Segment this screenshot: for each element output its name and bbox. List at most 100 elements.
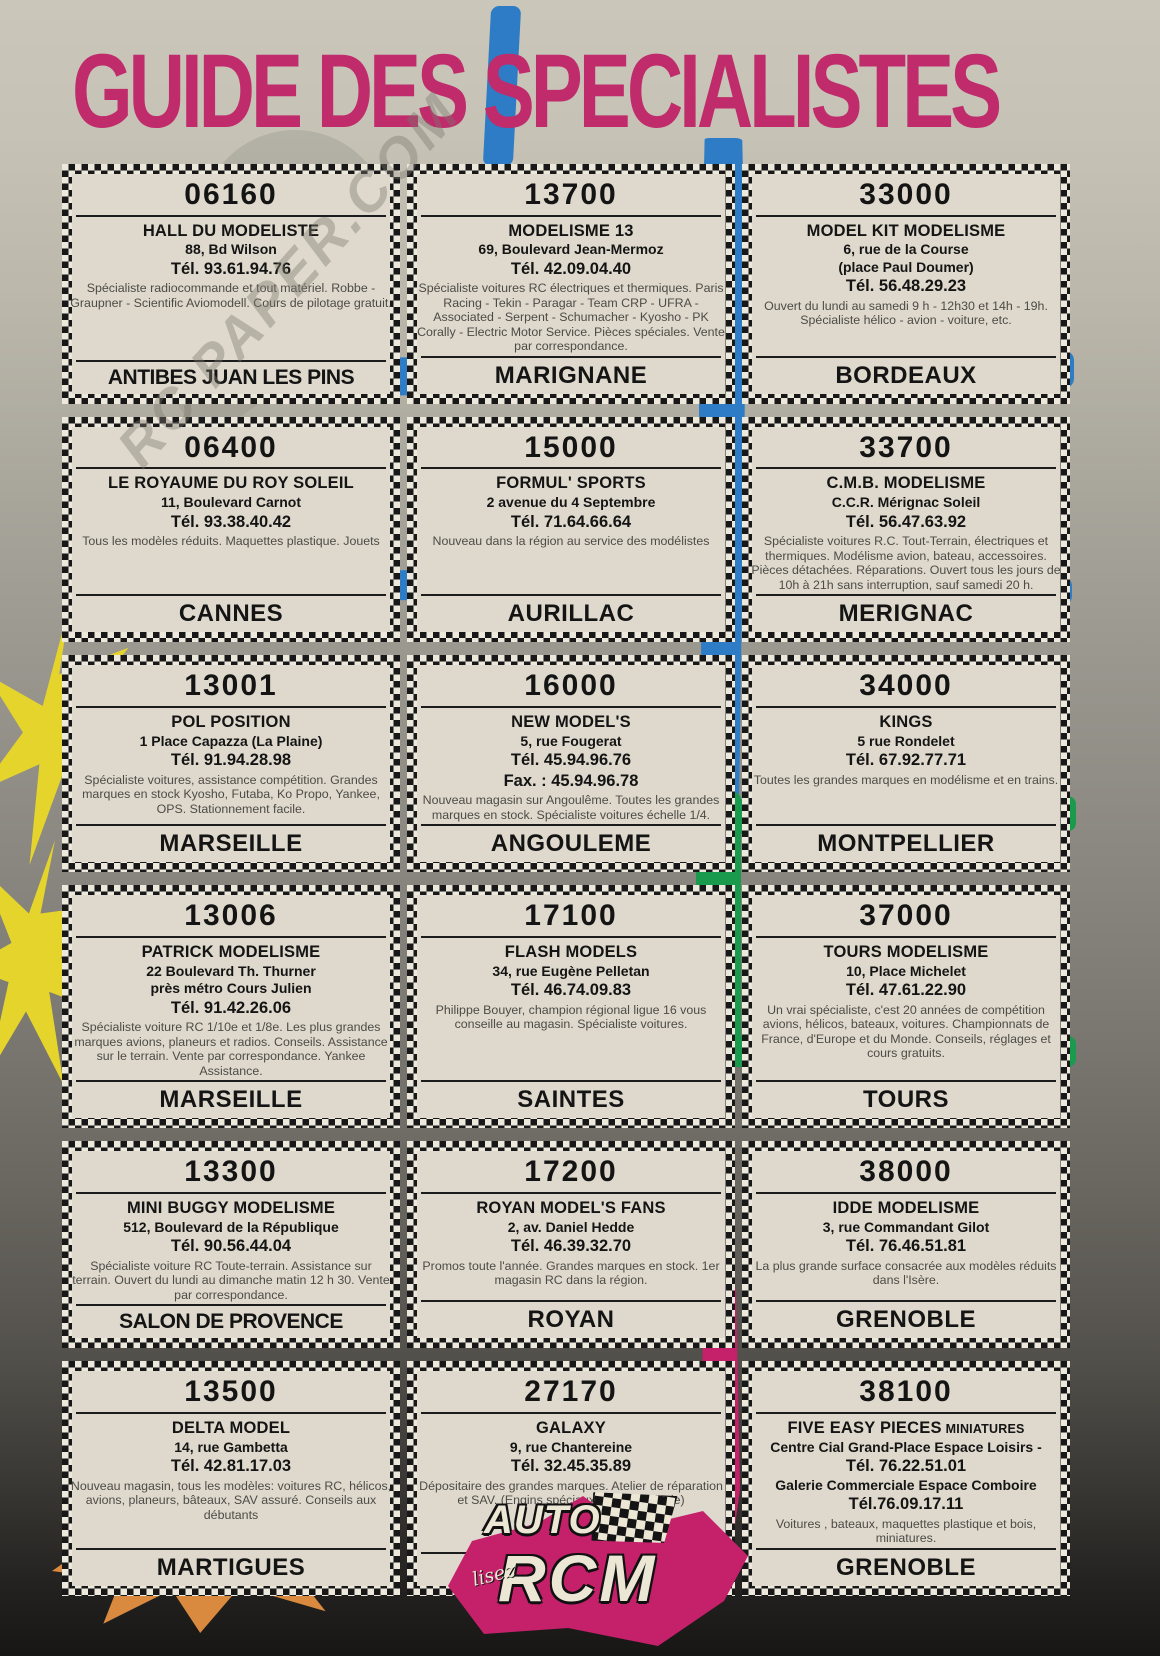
address-line: Tél. 67.92.77.71 — [845, 751, 967, 770]
address-block: 2 avenue du 4 Septembre Tél. 71.64.66.64 — [421, 494, 721, 532]
divider — [756, 1300, 1056, 1303]
shop-description: Promos toute l'année. Grandes marques en… — [422, 1258, 720, 1288]
postal-code: 27170 — [524, 1375, 618, 1409]
address-line: Tél. 42.81.17.03 — [170, 1457, 292, 1476]
shop-card-body: PATRICK MODELISME 22 Boulevard Th. Thurn… — [74, 940, 387, 1078]
postal-code: 15000 — [524, 430, 618, 464]
address-line: Tél. 91.42.26.06 — [170, 998, 292, 1017]
address-line: 88, Bd Wilson — [185, 241, 277, 258]
shop-name: LE ROYAUME DU ROY SOLEIL — [76, 474, 386, 494]
shop-description: Spécialiste voitures RC électriques et t… — [417, 281, 725, 354]
divider — [76, 1547, 386, 1550]
address-line: 2 avenue du 4 Septembre — [486, 494, 656, 511]
postal-code: 38000 — [859, 1155, 953, 1189]
city-name: MARSEILLE — [159, 830, 303, 858]
shop-name: C.M.B. MODELISME — [756, 474, 1056, 494]
divider — [76, 1080, 386, 1083]
divider — [421, 1191, 721, 1194]
address-block: C.C.R. Mérignac Soleil Tél. 56.47.63.92 — [756, 494, 1056, 532]
shop-card: 16000 NEW MODEL'S 5, rue Fougerat Tél. 45… — [407, 655, 735, 873]
shop-card-inner: 34000 KINGS 5 rue Rondelet Tél. 67.92.77.… — [752, 665, 1060, 863]
city-name: CANNES — [178, 600, 284, 628]
shop-name-main: ROYAN MODEL'S FANS — [476, 1198, 666, 1217]
shop-card: 38000 IDDE MODELISME 3, rue Commandant G… — [742, 1141, 1070, 1349]
divider — [421, 935, 721, 938]
shop-card-inner: 38000 IDDE MODELISME 3, rue Commandant G… — [752, 1151, 1060, 1339]
shop-card-inner: 17100 FLASH MODELS 34, rue Eugène Pellet… — [417, 895, 725, 1119]
shop-card: 13300 MINI BUGGY MODELISME 512, Boulevar… — [62, 1141, 400, 1349]
divider — [76, 359, 386, 362]
divider — [756, 214, 1056, 217]
divider — [76, 935, 386, 938]
postal-code: 13700 — [524, 178, 618, 211]
shop-card-inner: 06160 HALL DU MODELISTE 88, Bd Wilson Tél… — [70, 174, 392, 394]
shop-card-body: POL POSITION 1 Place Capazza (La Plaine)… — [76, 710, 386, 823]
shop-card-body: HALL DU MODELISTE 88, Bd Wilson Tél. 93.6… — [70, 219, 391, 358]
divider — [421, 594, 721, 597]
shop-description: Spécialiste voitures, assistance compéti… — [82, 772, 380, 816]
address-block: 34, rue Eugène Pelletan Tél. 46.74.09.83 — [421, 963, 721, 1001]
shop-name-main: MINI BUGGY MODELISME — [126, 1198, 336, 1217]
postal-code: 34000 — [859, 669, 953, 703]
shop-name: FORMUL' SPORTS — [421, 474, 721, 494]
shop-card-body: DELTA MODEL 14, rue Gambetta Tél. 42.81.1… — [71, 1416, 391, 1546]
address-block: 88, Bd Wilson Tél. 93.61.94.76 — [76, 241, 386, 279]
shop-card-inner: 37000 TOURS MODELISME 10, Place Michelet… — [752, 895, 1060, 1119]
shop-name: FIVE EASY PIECES MINIATURES — [756, 1419, 1056, 1439]
address-line: Tél. 90.56.44.04 — [170, 1237, 292, 1256]
address-block: 22 Boulevard Th. Thurner près métro Cours… — [76, 963, 386, 1019]
shop-card-inner: 33700 C.M.B. MODELISME C.C.R. Mérignac S… — [751, 426, 1061, 633]
shop-name: IDDE MODELISME — [756, 1199, 1056, 1219]
shop-description: Toutes les grandes marques en modélisme … — [753, 772, 1059, 787]
divider — [76, 594, 386, 597]
shop-card-inner: 33000 MODEL KIT MODELISME 6, rue de la C… — [752, 174, 1060, 394]
shop-card: 13700 MODELISME 13 69, Boulevard Jean-Me… — [407, 164, 735, 404]
postal-code: 17200 — [524, 1155, 618, 1189]
divider — [756, 1080, 1056, 1083]
city-name: ROYAN — [527, 1306, 615, 1334]
address-block: 9, rue Chantereine Tél. 32.45.35.89 — [421, 1439, 721, 1477]
shop-name: MODELISME 13 — [421, 222, 721, 242]
city-name: AURILLAC — [507, 600, 635, 628]
shop-card-inner: 17200 ROYAN MODEL'S FANS 2, av. Daniel H… — [417, 1151, 725, 1339]
shop-card-body: NEW MODEL'S 5, rue Fougerat Tél. 45.94.96… — [421, 710, 721, 823]
shop-card-body: FLASH MODELS 34, rue Eugène Pelletan Tél.… — [421, 940, 721, 1078]
shop-description: La plus grande surface consacrée aux mod… — [755, 1258, 1057, 1288]
city-name: MARTIGUES — [156, 1553, 306, 1581]
shop-card-body: KINGS 5 rue Rondelet Tél. 67.92.77.71 Tou… — [754, 710, 1058, 823]
shop-description: Nouveau magasin, tous les modèles: voitu… — [70, 1478, 392, 1522]
divider — [76, 1411, 386, 1414]
city-name: GRENOBLE — [835, 1553, 976, 1581]
shop-card: 38100 FIVE EASY PIECES MINIATURES Centre … — [742, 1361, 1070, 1596]
shop-card-body: ROYAN MODEL'S FANS 2, av. Daniel Hedde Té… — [421, 1196, 721, 1298]
divider — [756, 355, 1056, 358]
postal-code: 33700 — [859, 430, 953, 464]
city-name: ANGOULEME — [490, 830, 652, 858]
shop-name: PATRICK MODELISME — [76, 943, 386, 963]
divider — [756, 1191, 1056, 1194]
divider — [756, 824, 1056, 827]
city-name: TOURS — [862, 1086, 950, 1114]
address-line: Tél. 76.46.51.81 — [845, 1237, 967, 1256]
postal-code: 13300 — [184, 1155, 278, 1189]
shop-name-main: KINGS — [879, 712, 933, 731]
shop-card: 33000 MODEL KIT MODELISME 6, rue de la C… — [742, 164, 1070, 404]
postal-code: 13006 — [184, 899, 278, 933]
shop-name-main: IDDE MODELISME — [832, 1198, 980, 1217]
shop-name-main: DELTA MODEL — [171, 1418, 291, 1437]
shop-card: 37000 TOURS MODELISME 10, Place Michelet… — [742, 885, 1070, 1129]
shop-card-inner: 13001 POL POSITION 1 Place Capazza (La P… — [72, 665, 390, 863]
address-line: Tél. 46.74.09.83 — [510, 981, 632, 1000]
shop-card-body: MINI BUGGY MODELISME 512, Boulevard de l… — [72, 1196, 390, 1302]
city-name: MONTPELLIER — [817, 830, 995, 858]
address-line: Tél. 76.22.51.01 — [845, 1457, 967, 1476]
address-line: Centre Cial Grand-Place Espace Loisirs - — [770, 1438, 1042, 1455]
address-line: 9, rue Chantereine — [509, 1438, 633, 1455]
shop-name-main: C.M.B. MODELISME — [826, 474, 986, 493]
shop-card-body: IDDE MODELISME 3, rue Commandant Gilot Té… — [756, 1196, 1057, 1298]
shop-card-body: C.M.B. MODELISME C.C.R. Mérignac Soleil T… — [751, 471, 1060, 592]
address-line: Tél. 93.38.40.42 — [170, 512, 292, 531]
shop-name-main: HALL DU MODELISTE — [142, 221, 320, 240]
address-line: 22 Boulevard Th. Thurner — [146, 962, 316, 979]
city-name: SALON DE PROVENCE — [119, 1310, 343, 1334]
